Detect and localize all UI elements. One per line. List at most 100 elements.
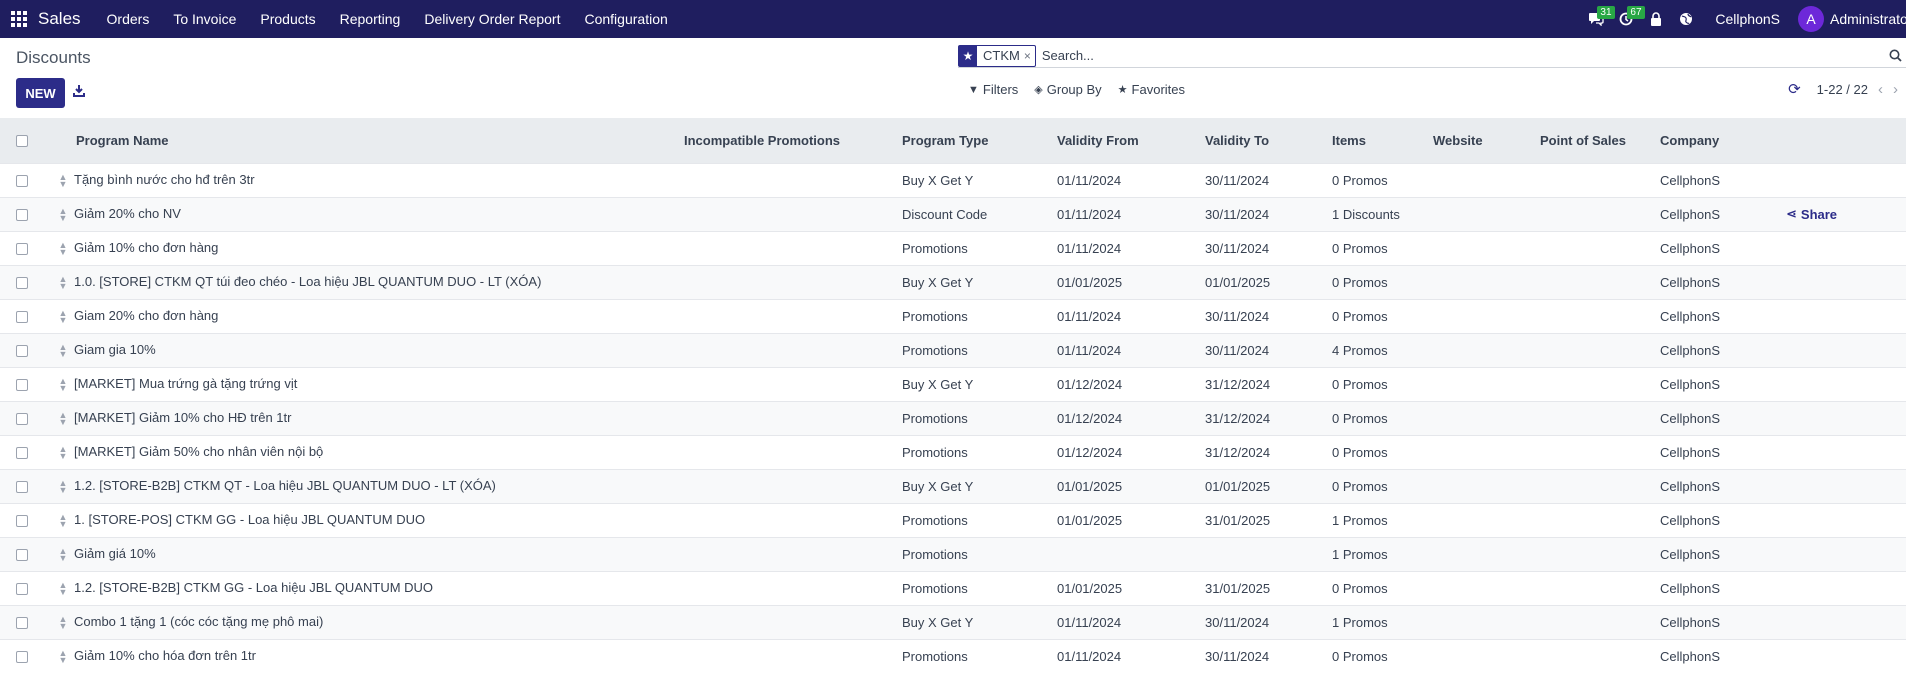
row-checkbox[interactable] [0,231,58,265]
program-name-cell[interactable]: ▲ ▼ Giảm 20% cho NV [58,197,684,231]
drag-handle-icon[interactable]: ▲ ▼ [58,273,68,291]
program-name-cell[interactable]: ▲ ▼ Giảm 10% cho đơn hàng [58,231,684,265]
column-website[interactable]: Website [1433,132,1483,148]
user-name[interactable]: Administrator [1830,11,1906,27]
drag-handle-icon[interactable]: ▲ ▼ [58,511,68,529]
refresh-icon[interactable]: ⟳ [1788,81,1801,98]
row-checkbox[interactable] [0,367,58,401]
program-name-cell[interactable]: ▲ ▼ 1.0. [STORE] CTKM QT túi đeo chéo - Lo… [58,265,684,299]
pager-value[interactable]: 1-22 / 22 [1816,81,1868,97]
items-cell: 0 Promos [1332,240,1388,256]
table-row[interactable]: ▲ ▼ 1.2. [STORE-B2B] CTKM GG - Loa hiệu JB… [0,571,1906,605]
program-name-cell[interactable]: ▲ ▼ Giảm giá 10% [58,537,684,571]
favorites-toggle[interactable]: ★ Favorites [1118,82,1185,97]
table-row[interactable]: ▲ ▼ Giảm 20% cho NV Discount Code 01/11/2024… [0,197,1906,231]
column-point-of-sales[interactable]: Point of Sales [1540,132,1626,148]
drag-handle-icon[interactable]: ▲ ▼ [58,613,68,631]
drag-handle-icon[interactable]: ▲ ▼ [58,171,68,189]
column-program-type[interactable]: Program Type [902,132,989,148]
column-company[interactable]: Company [1660,132,1720,148]
globe-icon[interactable] [1671,0,1701,38]
pager-previous-icon[interactable]: ‹ [1878,80,1883,98]
table-row[interactable]: ▲ ▼ 1.2. [STORE-B2B] CTKM QT - Loa hiệu JB… [0,469,1906,503]
actions-cell [1786,265,1906,299]
table-row[interactable]: ▲ ▼ Giam gia 10% Promotions 01/11/2024 30/11/… [0,333,1906,367]
menu-item-to-invoice[interactable]: To Invoice [173,11,237,27]
table-row[interactable]: ▲ ▼ 1. [STORE-POS] CTKM GG - Loa hiệu JBL … [0,503,1906,537]
filters-toggle[interactable]: ▼ Filters [968,82,1018,97]
app-brand[interactable]: Sales [38,9,81,28]
drag-handle-icon[interactable]: ▲ ▼ [58,579,68,597]
program-name-cell[interactable]: ▲ ▼ 1.2. [STORE-B2B] CTKM GG - Loa hiệu JB… [58,571,684,605]
drag-handle-icon[interactable]: ▲ ▼ [58,205,68,223]
row-checkbox[interactable] [0,299,58,333]
table-row[interactable]: ▲ ▼ Combo 1 tặng 1 (cóc cóc tặng mẹ phô ma… [0,605,1906,639]
table-row[interactable]: ▲ ▼ 1.0. [STORE] CTKM QT túi đeo chéo - Lo… [0,265,1906,299]
table-row[interactable]: ▲ ▼ Tặng bình nước cho hđ trên 3tr Buy X Ge… [0,163,1906,197]
table-row[interactable]: ▲ ▼ Giảm 10% cho hóa đơn trên 1tr Promotion… [0,639,1906,673]
program-name-cell[interactable]: ▲ ▼ 1.2. [STORE-B2B] CTKM QT - Loa hiệu JB… [58,469,684,503]
table-row[interactable]: ▲ ▼ Giảm giá 10% Promotions 1 Promos Cellphon… [0,537,1906,571]
drag-handle-icon[interactable]: ▲ ▼ [58,239,68,257]
row-checkbox[interactable] [0,639,58,673]
table-row[interactable]: ▲ ▼ [MARKET] Giảm 10% cho HĐ trên 1tr Promo… [0,401,1906,435]
row-checkbox[interactable] [0,435,58,469]
column-validity-from[interactable]: Validity From [1057,132,1139,148]
table-row[interactable]: ▲ ▼ Giam 20% cho đơn hàng Promotions 01/11/2… [0,299,1906,333]
row-checkbox[interactable] [0,265,58,299]
table-row[interactable]: ▲ ▼ [MARKET] Mua trứng gà tặng trứng vịt Bu… [0,367,1906,401]
menu-item-delivery-order-report[interactable]: Delivery Order Report [424,11,561,27]
apps-menu-icon[interactable] [0,0,38,38]
pager-next-icon[interactable]: › [1893,80,1898,98]
activities-clock-icon[interactable]: 67 [1611,0,1645,38]
lock-icon[interactable] [1641,0,1671,38]
row-checkbox[interactable] [0,537,58,571]
column-incompatible-promotions[interactable]: Incompatible Promotions [684,132,841,148]
menu-item-reporting[interactable]: Reporting [339,11,401,27]
drag-handle-icon[interactable]: ▲ ▼ [58,307,68,325]
company-switcher[interactable]: CellphonS [1715,11,1780,27]
select-all-checkbox[interactable] [0,118,58,163]
facet-remove-icon[interactable]: × [1023,48,1031,63]
column-items[interactable]: Items [1332,132,1366,148]
column-validity-to[interactable]: Validity To [1205,132,1270,148]
menu-item-configuration[interactable]: Configuration [584,11,668,27]
row-checkbox[interactable] [0,333,58,367]
table-row[interactable]: ▲ ▼ Giảm 10% cho đơn hàng Promotions 01/11/2… [0,231,1906,265]
row-checkbox[interactable] [0,503,58,537]
drag-handle-icon[interactable]: ▲ ▼ [58,341,68,359]
program-name-cell[interactable]: ▲ ▼ Tặng bình nước cho hđ trên 3tr [58,163,684,197]
program-name-cell[interactable]: ▲ ▼ Giảm 10% cho hóa đơn trên 1tr [58,639,684,673]
row-checkbox[interactable] [0,469,58,503]
column-program-name[interactable]: Program Name [76,132,169,148]
program-name-cell[interactable]: ▲ ▼ 1. [STORE-POS] CTKM GG - Loa hiệu JBL … [58,503,684,537]
program-name-cell[interactable]: ▲ ▼ Giam 20% cho đơn hàng [58,299,684,333]
menu-item-orders[interactable]: Orders [106,11,150,27]
group-by-toggle[interactable]: ◈ Group By [1034,82,1101,97]
program-name-cell[interactable]: ▲ ▼ Combo 1 tặng 1 (cóc cóc tặng mẹ phô ma… [58,605,684,639]
row-checkbox[interactable] [0,197,58,231]
user-avatar[interactable]: A [1798,6,1824,32]
search-icon[interactable] [1884,45,1906,67]
row-checkbox[interactable] [0,571,58,605]
row-checkbox[interactable] [0,605,58,639]
download-icon[interactable] [73,84,89,102]
messages-icon[interactable]: 31 [1581,0,1615,38]
drag-handle-icon[interactable]: ▲ ▼ [58,375,68,393]
drag-handle-icon[interactable]: ▲ ▼ [58,648,68,666]
search-input[interactable] [1041,48,1884,63]
menu-item-products[interactable]: Products [260,11,316,27]
share-button[interactable]: ⋖ Share [1786,206,1837,222]
table-row[interactable]: ▲ ▼ [MARKET] Giảm 50% cho nhân viên nội bộ… [0,435,1906,469]
drag-handle-icon[interactable]: ▲ ▼ [58,409,68,427]
drag-handle-icon[interactable]: ▲ ▼ [58,443,68,461]
program-name-cell[interactable]: ▲ ▼ [MARKET] Mua trứng gà tặng trứng vịt [58,367,684,401]
drag-handle-icon[interactable]: ▲ ▼ [58,545,68,563]
program-name-cell[interactable]: ▲ ▼ [MARKET] Giảm 10% cho HĐ trên 1tr [58,401,684,435]
program-name-cell[interactable]: ▲ ▼ [MARKET] Giảm 50% cho nhân viên nội bộ [58,435,684,469]
new-button[interactable]: NEW [16,78,65,108]
drag-handle-icon[interactable]: ▲ ▼ [58,477,68,495]
row-checkbox[interactable] [0,163,58,197]
row-checkbox[interactable] [0,401,58,435]
program-name-cell[interactable]: ▲ ▼ Giam gia 10% [58,333,684,367]
